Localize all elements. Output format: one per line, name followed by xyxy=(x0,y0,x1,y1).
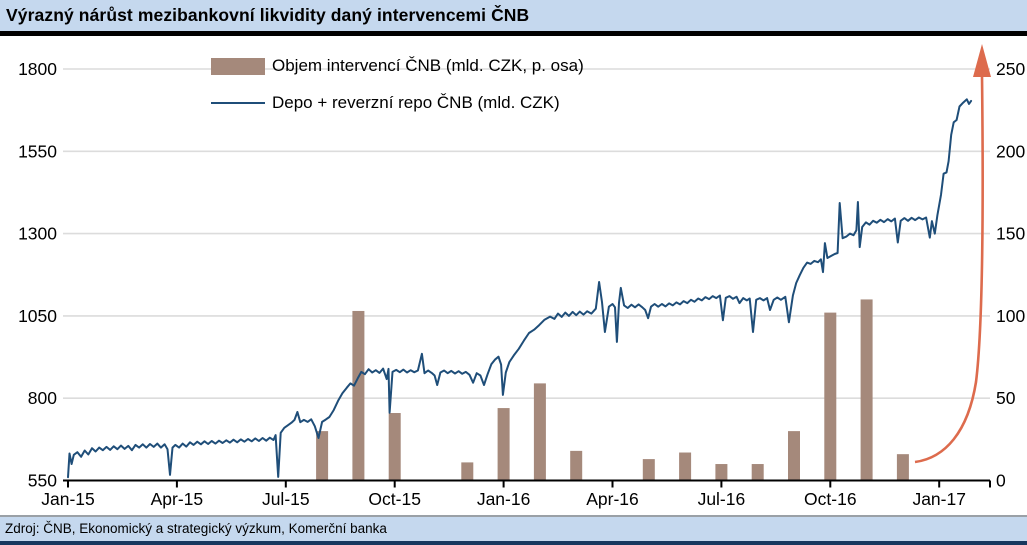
intervention-bar xyxy=(388,413,401,481)
intervention-bar xyxy=(316,431,329,481)
y-axis-label-right: 0 xyxy=(996,471,1006,491)
source-bar: Zdroj: ČNB, Ekonomický a strategický výz… xyxy=(0,515,1027,545)
legend-label-depo-repo: Depo + reverzní repo ČNB (mld. CZK) xyxy=(272,93,560,112)
y-axis-label-left: 800 xyxy=(28,388,57,408)
y-axis-label-right: 100 xyxy=(996,306,1025,326)
legend-item-interventions: Objem intervencí ČNB (mld. CZK, p. osa) xyxy=(211,56,584,76)
y-axis-label-right: 150 xyxy=(996,224,1025,244)
y-axis-label-left: 1550 xyxy=(18,141,57,161)
line-swatch-icon xyxy=(211,102,265,104)
y-axis-label-right: 250 xyxy=(996,59,1025,79)
intervention-bar xyxy=(352,310,365,481)
y-axis-label-left: 1050 xyxy=(18,306,57,326)
chart-title: Výrazný nárůst mezibankovní likvidity da… xyxy=(6,5,530,25)
x-axis-label: Apr-15 xyxy=(151,489,204,509)
intervention-bar xyxy=(679,452,692,481)
y-axis-label-left: 550 xyxy=(28,471,57,491)
intervention-bar xyxy=(860,299,873,481)
intervention-bar xyxy=(896,454,909,481)
x-axis-label: Apr-16 xyxy=(586,489,639,509)
source-text: Zdroj: ČNB, Ekonomický a strategický výz… xyxy=(5,521,387,536)
intervention-bar xyxy=(715,464,728,481)
y-axis-label-right: 200 xyxy=(996,141,1025,161)
x-axis-label: Jul-15 xyxy=(262,489,310,509)
intervention-bar xyxy=(570,450,583,481)
x-axis-label: Jan-16 xyxy=(477,489,531,509)
bar-swatch-icon xyxy=(211,57,265,75)
x-axis-label: Oct-15 xyxy=(368,489,421,509)
x-axis-label: Jan-15 xyxy=(41,489,95,509)
intervention-bar xyxy=(824,312,837,481)
legend-item-depo-repo: Depo + reverzní repo ČNB (mld. CZK) xyxy=(211,93,584,113)
intervention-bar xyxy=(788,431,800,481)
x-axis-label: Oct-16 xyxy=(804,489,857,509)
legend: Objem intervencí ČNB (mld. CZK, p. osa) … xyxy=(211,56,584,130)
y-axis-label-left: 1300 xyxy=(18,224,57,244)
title-bar: Výrazný nárůst mezibankovní likvidity da… xyxy=(0,0,1027,36)
intervention-bar xyxy=(533,383,546,481)
intervention-bar xyxy=(497,408,510,481)
intervention-bar xyxy=(751,464,764,481)
x-axis-label: Jan-17 xyxy=(912,489,966,509)
intervention-bar xyxy=(461,462,474,481)
trend-arrow-head-icon xyxy=(973,44,991,77)
y-axis-label-left: 1800 xyxy=(18,59,57,79)
x-axis-label: Jul-16 xyxy=(698,489,746,509)
intervention-bar xyxy=(642,459,655,481)
legend-label-interventions: Objem intervencí ČNB (mld. CZK, p. osa) xyxy=(272,56,584,75)
y-axis-label-right: 50 xyxy=(996,388,1016,408)
depo-repo-line xyxy=(67,98,973,479)
trend-arrow xyxy=(914,75,984,464)
